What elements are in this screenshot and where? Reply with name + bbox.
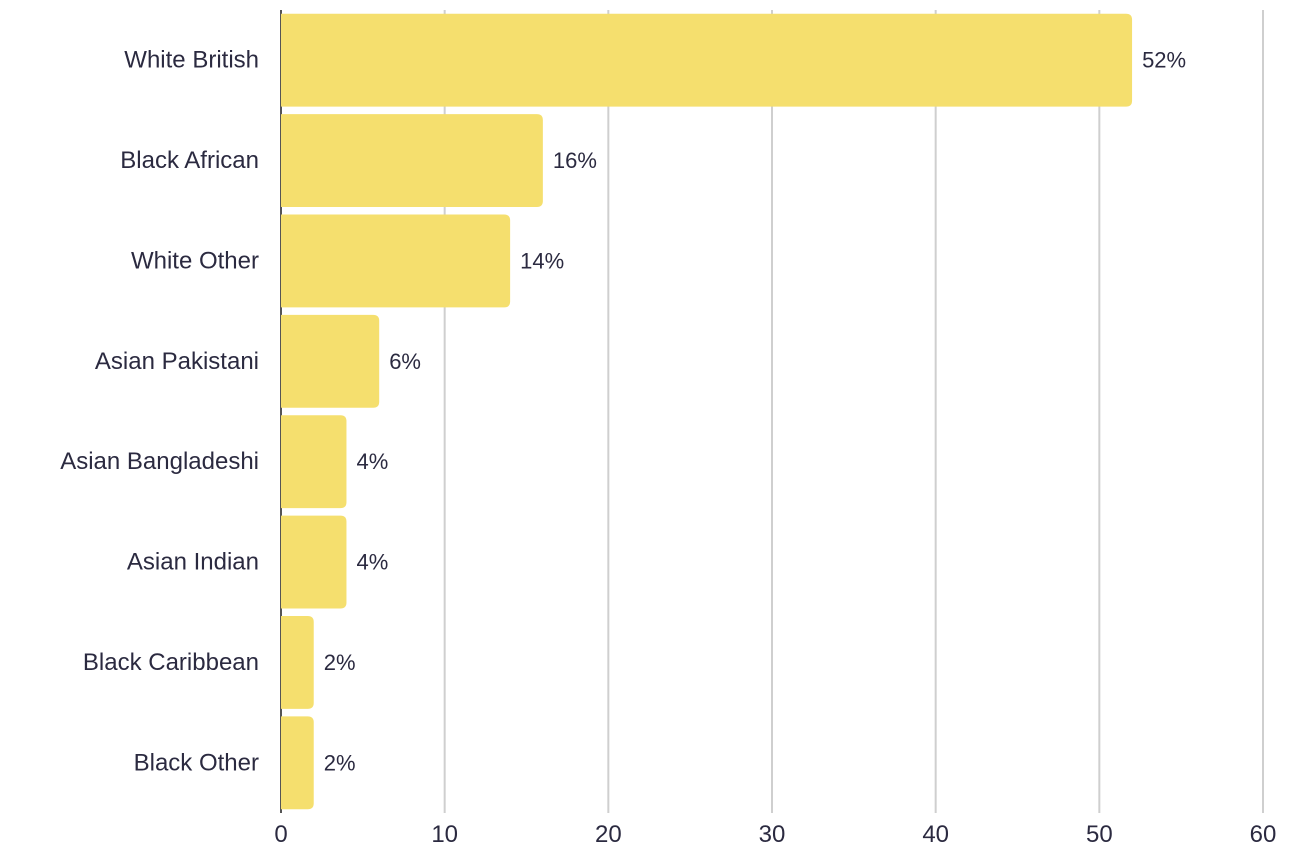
data-label: 2% (324, 750, 356, 775)
category-label: Black African (120, 147, 259, 174)
bar (281, 13, 1133, 107)
data-label: 4% (356, 550, 388, 575)
x-tick-label: 50 (1086, 821, 1113, 848)
category-label: Asian Indian (127, 549, 259, 576)
category-label: White Other (131, 247, 259, 274)
data-label: 6% (389, 349, 421, 374)
category-label: Asian Pakistani (95, 348, 259, 375)
bar (281, 616, 314, 709)
x-tick-label: 40 (922, 821, 949, 848)
data-label: 4% (356, 449, 388, 474)
x-tick-label: 30 (759, 821, 786, 848)
x-tick-label: 10 (431, 821, 458, 848)
x-tick-label: 20 (595, 821, 622, 848)
bar (281, 415, 347, 509)
data-label: 2% (324, 650, 356, 675)
bar (281, 214, 511, 308)
category-label: Black Other (134, 749, 259, 776)
data-label: 16% (553, 148, 597, 173)
category-label: White British (124, 47, 259, 74)
bar (281, 314, 380, 408)
x-tick-label: 60 (1250, 821, 1277, 848)
category-label: Asian Bangladeshi (60, 448, 259, 475)
bar (281, 515, 347, 609)
data-label: 52% (1142, 48, 1186, 73)
bar (281, 716, 314, 810)
bar (281, 114, 543, 207)
data-label: 14% (520, 248, 564, 273)
category-label: Black Caribbean (83, 649, 259, 676)
x-tick-label: 0 (274, 821, 287, 848)
